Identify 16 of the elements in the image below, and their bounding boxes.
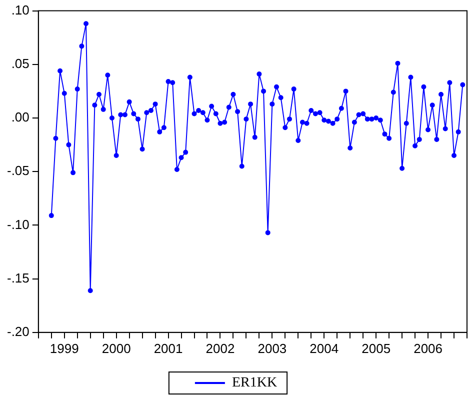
x-tick-label: 2003	[258, 340, 287, 356]
y-tick-label: .10	[11, 2, 30, 18]
x-tick-label: 2001	[154, 340, 183, 356]
x-tick-label: 2005	[362, 340, 391, 356]
y-tick-label: -.20	[6, 324, 30, 339]
x-tick-label: 2002	[206, 340, 235, 356]
y-tick-label: .00	[11, 110, 30, 125]
y-tick-label: -.15	[6, 270, 30, 286]
x-tick-label: 2004	[310, 340, 339, 356]
y-tick-label: -.05	[6, 163, 30, 178]
legend-label: ER1KK	[232, 376, 278, 391]
x-tick-label: 2000	[102, 340, 131, 356]
y-tick-label: .05	[11, 56, 30, 71]
x-tick-label: 2006	[414, 340, 442, 356]
y-tick-label: -.10	[6, 216, 30, 232]
x-tick-label: 1999	[50, 340, 79, 356]
